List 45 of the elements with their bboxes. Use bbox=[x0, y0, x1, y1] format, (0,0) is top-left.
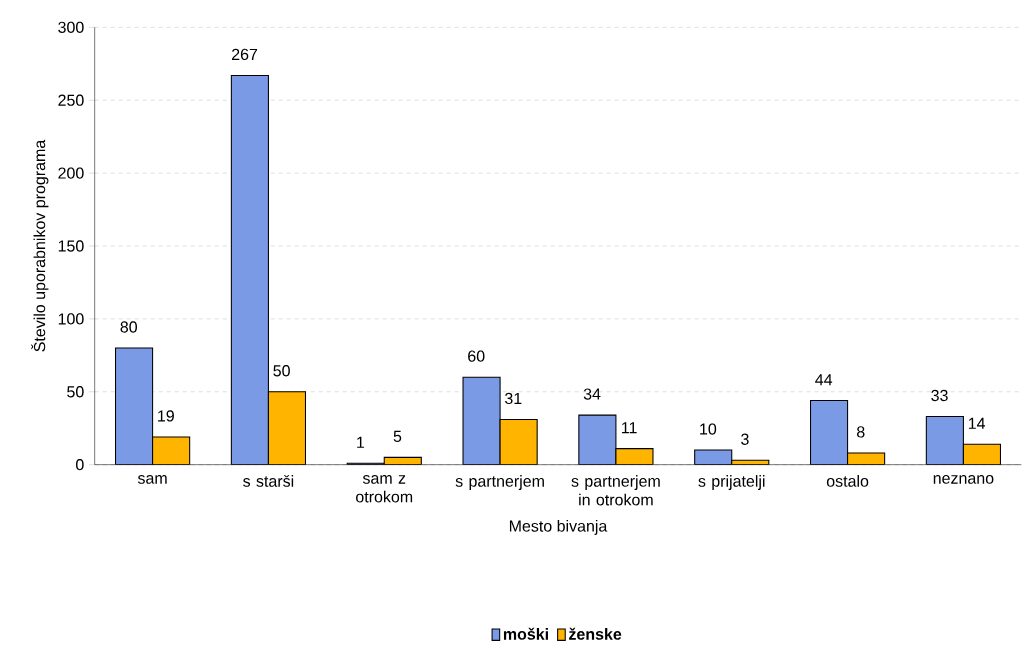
x-tick-label: s partnerjem in otrokom bbox=[571, 475, 660, 506]
bar bbox=[962, 443, 1002, 465]
x-tick-label: sam z otrokom bbox=[356, 475, 413, 503]
bar bbox=[230, 74, 269, 465]
y-tick-label: 0 bbox=[76, 459, 84, 471]
y-tick-label: 100 bbox=[58, 313, 84, 325]
data-label: 3 bbox=[741, 433, 749, 445]
x-tick-label: s starši bbox=[243, 475, 294, 487]
data-label: 5 bbox=[393, 430, 402, 442]
x-tick-label: neznano bbox=[933, 475, 994, 484]
y-axis-title: Število uporabnikov programa bbox=[31, 139, 49, 352]
x-axis-title: Mesto bivanja bbox=[509, 519, 608, 535]
data-label: 80 bbox=[120, 321, 137, 333]
x-tick-label: s prijatelji bbox=[698, 475, 765, 490]
data-label: 60 bbox=[468, 350, 485, 362]
bar bbox=[114, 347, 154, 465]
y-tick-label: 50 bbox=[67, 386, 84, 398]
bar bbox=[462, 376, 501, 465]
data-label: 31 bbox=[504, 392, 522, 405]
data-label: 34 bbox=[583, 388, 601, 400]
legend-label: ženske bbox=[569, 627, 622, 640]
y-tick-label: 250 bbox=[58, 94, 84, 106]
y-tick-label: 200 bbox=[58, 167, 84, 179]
bar bbox=[499, 418, 538, 465]
data-label: 33 bbox=[931, 389, 948, 402]
bar bbox=[578, 414, 617, 465]
bar bbox=[152, 436, 191, 465]
data-label: 14 bbox=[968, 417, 986, 429]
bar bbox=[925, 416, 964, 465]
data-label: 10 bbox=[700, 423, 717, 435]
data-label: 1 bbox=[357, 436, 365, 448]
x-tick-label: sam bbox=[137, 475, 167, 484]
bar bbox=[809, 399, 849, 465]
y-tick-label: 150 bbox=[58, 240, 84, 252]
data-label: 19 bbox=[158, 410, 174, 422]
data-label: 8 bbox=[857, 426, 865, 438]
bar bbox=[267, 391, 307, 465]
data-label: 267 bbox=[232, 48, 258, 61]
y-tick-label: 300 bbox=[58, 21, 84, 33]
x-tick-label: ostalo bbox=[826, 475, 869, 487]
x-tick-label: s partnerjem bbox=[455, 475, 544, 490]
data-label: 50 bbox=[273, 365, 290, 377]
data-label: 11 bbox=[622, 422, 637, 434]
data-label: 44 bbox=[815, 374, 833, 386]
legend-label: moški bbox=[503, 627, 548, 640]
